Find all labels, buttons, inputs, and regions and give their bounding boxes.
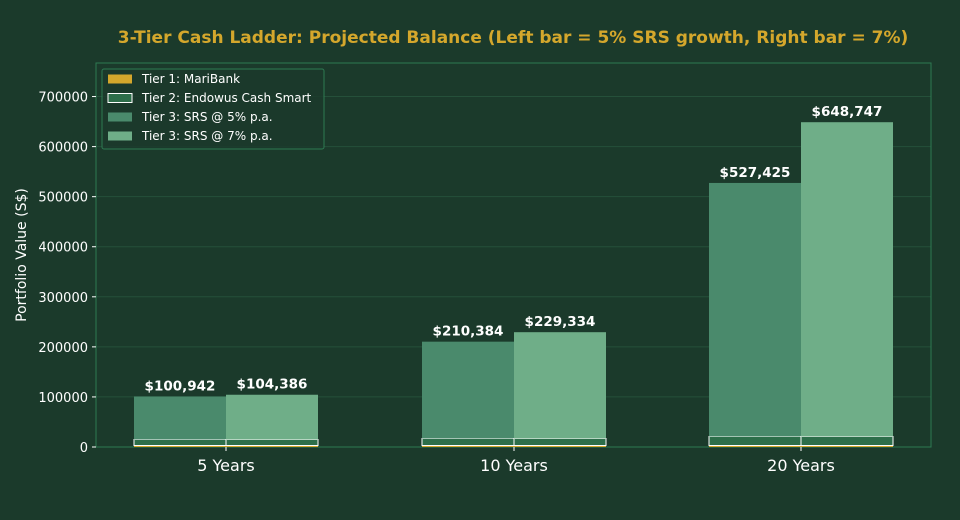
bar-segment	[708, 435, 802, 446]
legend-label: Tier 2: Endowus Cash Smart	[141, 91, 312, 105]
bar-segment	[514, 445, 606, 447]
legend-swatch	[108, 112, 132, 122]
data-label: $229,334	[525, 314, 596, 330]
bar-segment	[225, 438, 319, 446]
bar-segment	[422, 341, 514, 439]
bar-segment	[134, 396, 226, 440]
legend-label: Tier 3: SRS @ 7% p.a.	[141, 129, 273, 143]
data-label: $648,747	[812, 104, 883, 120]
x-tick-label: 10 Years	[480, 456, 548, 475]
x-tick-label: 5 Years	[197, 456, 254, 475]
bar-segment	[800, 435, 894, 446]
x-tick-label: 20 Years	[767, 456, 835, 475]
data-labels: $100,942 $104,386 $210,384 $229,334 $527,425…	[145, 104, 883, 394]
bar-segment	[134, 445, 226, 447]
y-axis-label: Portfolio Value (S$)	[14, 188, 30, 322]
bar-segment	[514, 332, 606, 439]
bar-segment	[801, 122, 893, 437]
y-tick-label: 700000	[38, 91, 88, 106]
bar-segment	[422, 445, 514, 447]
legend: Tier 1: MariBank Tier 2: Endowus Cash Sma…	[101, 68, 325, 150]
y-axis-ticks: 0 100000 200000 300000 400000 500000 600000 700…	[38, 91, 96, 456]
bar-segment	[513, 437, 607, 446]
chart-title: 3-Tier Cash Ladder: Projected Balance (L…	[118, 28, 909, 48]
legend-label: Tier 1: MariBank	[141, 72, 240, 86]
legend-swatch	[108, 131, 132, 141]
y-tick-label: 600000	[38, 141, 88, 156]
y-tick-label: 0	[80, 441, 88, 456]
bar-segment	[133, 438, 227, 446]
y-tick-label: 100000	[38, 391, 88, 406]
y-tick-label: 500000	[38, 191, 88, 206]
bar-segment	[421, 437, 515, 446]
y-tick-label: 300000	[38, 291, 88, 306]
legend-swatch	[108, 74, 132, 84]
legend-label: Tier 3: SRS @ 5% p.a.	[141, 110, 273, 124]
bar-segment	[226, 445, 318, 447]
data-label: $100,942	[145, 378, 216, 394]
legend-swatch	[107, 93, 133, 103]
bar-segment	[709, 182, 801, 437]
data-label: $210,384	[433, 324, 504, 340]
legend-box	[101, 68, 325, 150]
bars	[133, 122, 894, 447]
y-tick-label: 200000	[38, 341, 88, 356]
x-axis-ticks: 5 Years 10 Years 20 Years	[197, 447, 835, 475]
data-label: $104,386	[237, 377, 308, 393]
data-label: $527,425	[720, 165, 791, 181]
y-tick-label: 400000	[38, 241, 88, 256]
bar-segment	[226, 394, 318, 440]
bar-segment	[801, 445, 893, 447]
bar-segment	[709, 445, 801, 447]
